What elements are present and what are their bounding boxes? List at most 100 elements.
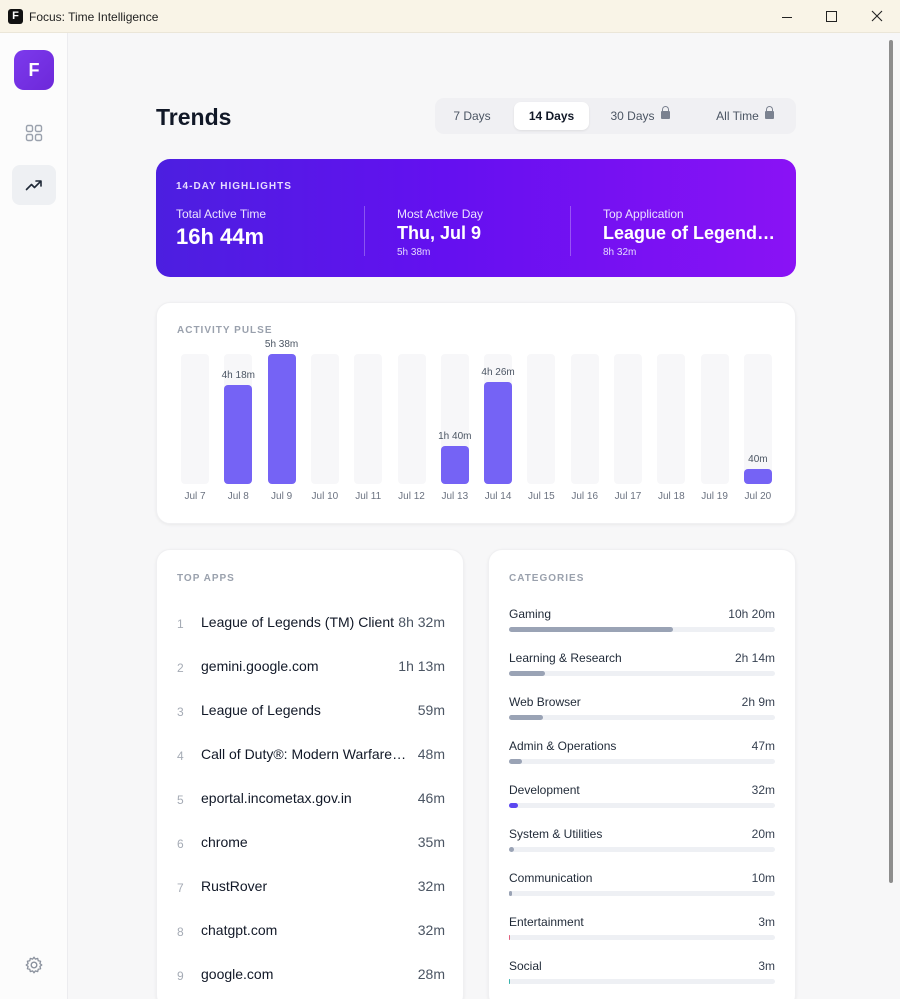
bar-day-label: Jul 18 (657, 491, 685, 502)
category-name: Communication (509, 871, 593, 885)
gear-icon[interactable] (24, 955, 44, 975)
list-item[interactable]: 1 League of Legends (TM) Client 8h 32m (177, 614, 445, 634)
bar-track (700, 354, 729, 484)
title-bar: F Focus: Time Intelligence (0, 0, 900, 33)
category-progress-track (509, 671, 775, 676)
highlight-most-active: Most Active Day Thu, Jul 9 5h 38m (397, 207, 557, 258)
pulse-label: ACTIVITY PULSE (177, 325, 273, 336)
minimize-button[interactable] (764, 0, 810, 33)
app-rank: 1 (177, 617, 184, 631)
bar-day-label: Jul 7 (184, 491, 206, 502)
most-active-sub: 5h 38m (397, 247, 431, 258)
bar-day-label: Jul 11 (355, 491, 382, 502)
app-time: 1h 13m (398, 658, 445, 674)
category-time: 10h 20m (728, 607, 775, 621)
category-name: Admin & Operations (509, 739, 617, 753)
category-row: Development 32m (509, 783, 775, 808)
app-rank: 2 (177, 661, 184, 675)
bar-track (397, 354, 426, 484)
list-item[interactable]: 5 eportal.incometax.gov.in 46m (177, 790, 445, 810)
category-row: Entertainment 3m (509, 915, 775, 940)
category-time: 20m (751, 827, 775, 841)
category-progress-track (509, 759, 775, 764)
category-progress-track (509, 847, 775, 852)
bar-jul-14[interactable]: 4h 26m (481, 354, 515, 484)
window-title: Focus: Time Intelligence (29, 10, 159, 24)
list-item[interactable]: 6 chrome 35m (177, 834, 445, 854)
bar-jul-9[interactable]: 5h 38m (265, 339, 298, 484)
list-item[interactable]: 7 RustRover 32m (177, 878, 445, 898)
app-name: RustRover (201, 878, 268, 894)
bar-jul-13[interactable]: 1h 40m (438, 354, 471, 484)
app-rank: 8 (177, 925, 184, 939)
category-name: Social (509, 959, 542, 973)
bar-track (310, 354, 339, 484)
list-item[interactable]: 9 google.com 28m (177, 966, 445, 986)
sidebar-logo[interactable]: F (14, 50, 54, 90)
app-name: eportal.incometax.gov.in (201, 790, 352, 806)
app-logo-icon: F (8, 9, 23, 24)
category-progress-fill (509, 627, 674, 632)
list-item[interactable]: 2 gemini.google.com 1h 13m (177, 658, 445, 678)
bar-jul-17[interactable] (614, 354, 642, 484)
category-time: 47m (751, 739, 775, 753)
sidebar-item-trends[interactable] (12, 165, 56, 205)
category-name: Development (509, 783, 580, 797)
bar-day-label: Jul 14 (484, 491, 512, 502)
list-item[interactable]: 3 League of Legends 59m (177, 702, 445, 722)
bar-day-label: Jul 12 (398, 491, 425, 502)
highlights-card: 14-DAY HIGHLIGHTS Total Active Time 16h … (156, 159, 796, 277)
lock-icon (764, 106, 774, 119)
bar-jul-15[interactable] (527, 354, 556, 484)
bar-track (570, 354, 599, 484)
bar-fill (743, 469, 772, 484)
app-rank: 6 (177, 837, 184, 851)
bar-jul-11[interactable] (354, 354, 383, 484)
category-name: Gaming (509, 607, 552, 621)
tab-30-days[interactable]: 30 Days (600, 102, 680, 130)
maximize-button[interactable] (808, 0, 854, 33)
category-row: Gaming 10h 20m (509, 607, 775, 632)
bar-day-label: Jul 17 (614, 491, 642, 502)
bar-value-label: 1h 40m (438, 431, 472, 442)
bar-fill (484, 382, 513, 484)
bar-fill (224, 385, 253, 484)
category-time: 2h 14m (734, 651, 775, 665)
app-time: 48m (417, 746, 445, 762)
close-button[interactable] (854, 0, 900, 33)
list-item[interactable]: 8 chatgpt.com 32m (177, 922, 445, 942)
app-time: 32m (417, 922, 445, 938)
bar-jul-20[interactable]: 40m (743, 354, 772, 484)
category-row: System & Utilities 20m (509, 827, 775, 852)
category-row: Learning & Research 2h 14m (509, 651, 775, 676)
app-name: chrome (201, 834, 248, 850)
category-time: 3m (758, 959, 775, 973)
top-app-caption: Top Application (603, 207, 684, 221)
bar-jul-8[interactable]: 4h 18m (222, 354, 255, 484)
bar-jul-10[interactable] (310, 354, 339, 484)
bar-day-label: Jul 19 (701, 491, 728, 502)
bar-value-label: 4h 26m (481, 367, 515, 378)
list-item[interactable]: 4 Call of Duty®: Modern Warfare® III 48m (177, 746, 445, 766)
app-name: chatgpt.com (201, 922, 278, 938)
sidebar: F (0, 33, 68, 999)
bar-track (527, 354, 556, 484)
tab-all-time[interactable]: All Time (700, 102, 790, 130)
sidebar-item-dashboard[interactable] (12, 113, 56, 153)
bar-jul-7[interactable] (181, 354, 209, 484)
scrollbar[interactable] (889, 40, 893, 883)
bar-jul-12[interactable] (397, 354, 426, 484)
category-progress-fill (509, 935, 511, 940)
tab-14-days[interactable]: 14 Days (514, 102, 589, 130)
category-name: System & Utilities (509, 827, 603, 841)
bar-jul-18[interactable] (657, 354, 686, 484)
top-apps-label: TOP APPS (177, 573, 235, 584)
lock-icon (660, 106, 670, 119)
category-time: 2h 9m (741, 695, 775, 709)
bar-jul-19[interactable] (700, 354, 729, 484)
bar-track (743, 354, 772, 484)
bar-jul-16[interactable] (570, 354, 599, 484)
highlight-total: Total Active Time 16h 44m (176, 207, 356, 250)
category-progress-fill (509, 803, 518, 808)
tab-7-days[interactable]: 7 Days (453, 109, 491, 123)
